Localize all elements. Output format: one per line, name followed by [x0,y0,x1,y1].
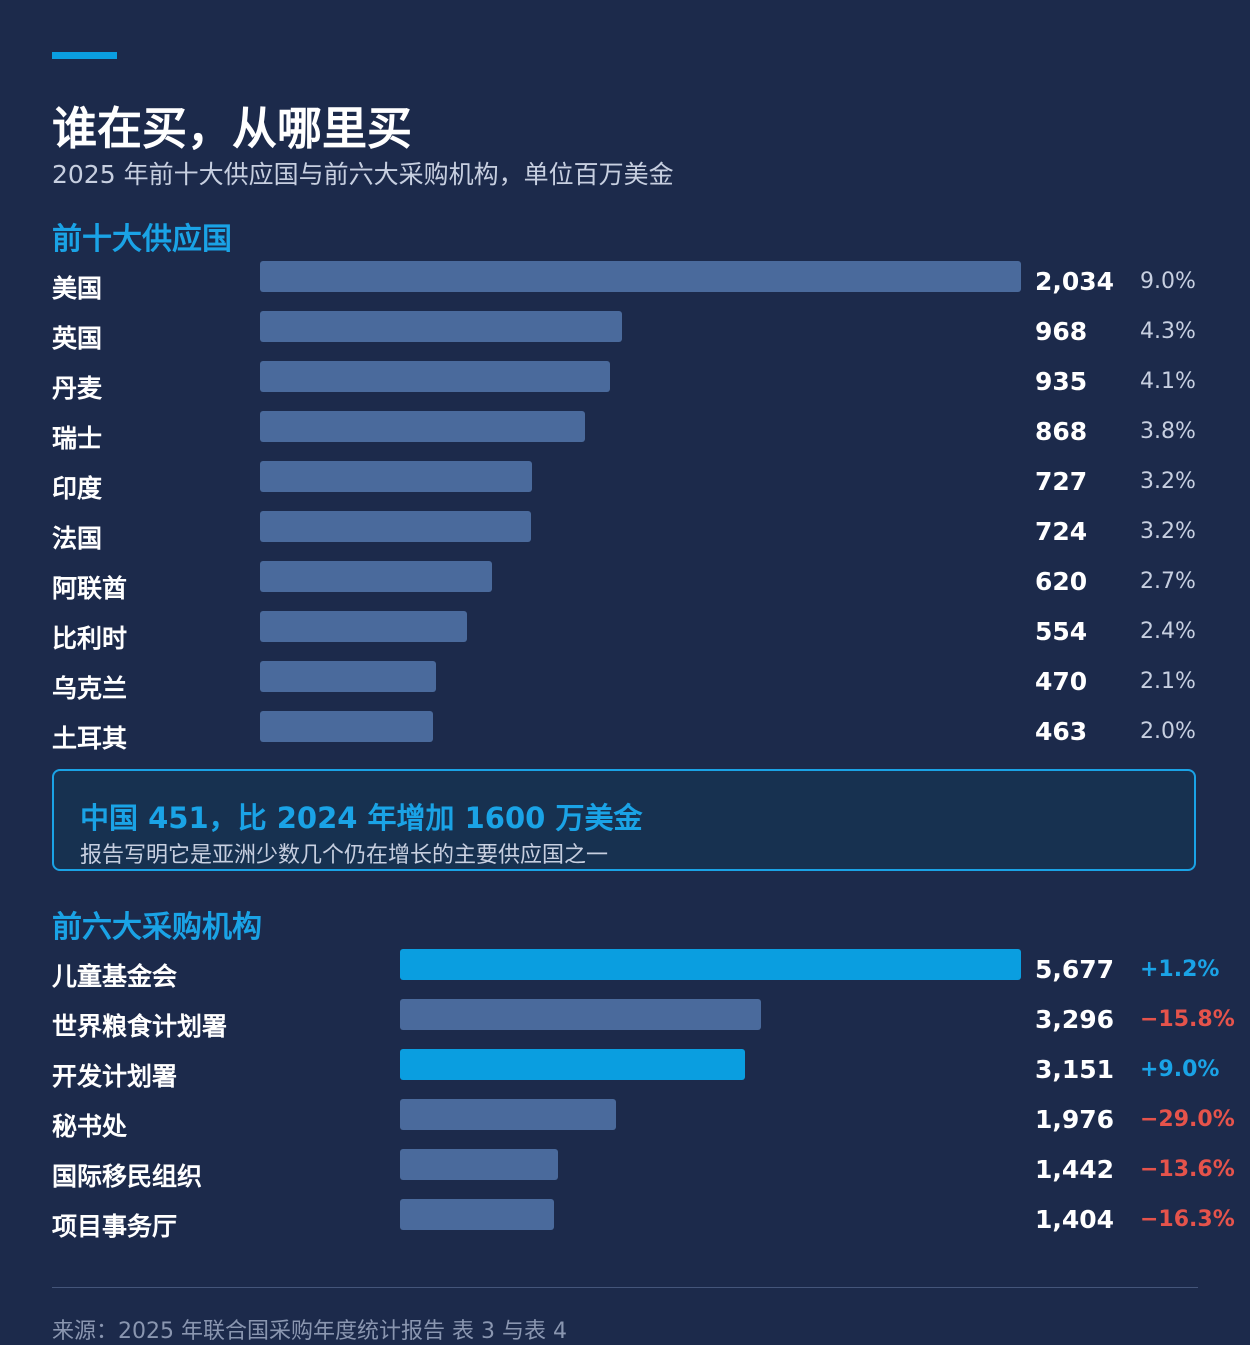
source-note: 来源：2025 年联合国采购年度统计报告 表 3 与表 4 [52,1319,567,1344]
value-label: 1,976 [1035,1105,1115,1134]
bar-row: 世界粮食计划署 3,296 −15.8% [0,999,1250,1049]
category-label: 项目事务厅 [52,1212,178,1241]
bar [260,261,1021,292]
share-label: 3.2% [1140,469,1196,494]
bar-row: 项目事务厅 1,404 −16.3% [0,1199,1250,1249]
value-label: 727 [1035,467,1088,496]
bar-row: 秘书处 1,976 −29.0% [0,1099,1250,1149]
value-label: 554 [1035,617,1088,646]
value-label: 620 [1035,567,1088,596]
accent-line [52,52,117,59]
value-label: 868 [1035,417,1088,446]
bar [260,661,436,692]
bar [260,361,610,392]
callout-body: 报告写明它是亚洲少数几个仍在增长的主要供应国之一 [80,843,609,868]
page-title: 谁在买，从哪里买 [52,102,413,155]
category-label: 国际移民组织 [52,1162,203,1191]
value-label: 968 [1035,317,1088,346]
change-label: −29.0% [1140,1107,1235,1132]
share-label: 2.7% [1140,569,1196,594]
category-label: 法国 [52,524,103,553]
agencies-chart-title: 前六大采购机构 [52,910,262,945]
bar-row: 法国 724 3.2% [0,511,1250,561]
category-label: 乌克兰 [52,674,128,703]
bar [260,511,531,542]
callout-headline: 中国 451，比 2024 年增加 1600 万美金 [80,801,643,835]
category-label: 瑞士 [52,424,103,453]
value-label: 2,034 [1035,267,1115,296]
bar [260,311,623,342]
category-label: 开发计划署 [52,1062,178,1091]
bar-row: 印度 727 3.2% [0,461,1250,511]
value-label: 3,151 [1035,1055,1115,1084]
share-label: 2.0% [1140,719,1196,744]
value-label: 724 [1035,517,1088,546]
category-label: 印度 [52,474,103,503]
value-label: 935 [1035,367,1088,396]
change-label: −15.8% [1140,1007,1235,1032]
change-label: −13.6% [1140,1157,1235,1182]
bar-row: 英国 968 4.3% [0,311,1250,361]
china-callout: 中国 451，比 2024 年增加 1600 万美金 报告写明它是亚洲少数几个仍… [52,769,1196,871]
bar-row: 瑞士 868 3.8% [0,411,1250,461]
bar [260,711,434,742]
change-label: +1.2% [1140,957,1220,982]
bar [260,561,492,592]
change-label: −16.3% [1140,1207,1235,1232]
value-label: 470 [1035,667,1088,696]
value-label: 1,442 [1035,1155,1115,1184]
bar-row: 乌克兰 470 2.1% [0,661,1250,711]
category-label: 土耳其 [52,724,128,753]
bar [400,1049,745,1080]
bar-row: 阿联酋 620 2.7% [0,561,1250,611]
value-label: 5,677 [1035,955,1115,984]
category-label: 美国 [52,274,103,303]
bar [400,1199,554,1230]
bar-row: 开发计划署 3,151 +9.0% [0,1049,1250,1099]
bar [260,611,468,642]
share-label: 3.2% [1140,519,1196,544]
category-label: 秘书处 [52,1112,128,1141]
share-label: 3.8% [1140,419,1196,444]
share-label: 2.1% [1140,669,1196,694]
bar-row: 美国 2,034 9.0% [0,261,1250,311]
suppliers-chart-title: 前十大供应国 [52,222,232,257]
change-label: +9.0% [1140,1057,1220,1082]
value-label: 3,296 [1035,1005,1115,1034]
share-label: 9.0% [1140,269,1196,294]
bar-row: 国际移民组织 1,442 −13.6% [0,1149,1250,1199]
bar [400,999,761,1030]
category-label: 英国 [52,324,103,353]
category-label: 丹麦 [52,374,103,403]
value-label: 1,404 [1035,1205,1115,1234]
value-label: 463 [1035,717,1088,746]
share-label: 4.3% [1140,319,1196,344]
bar [260,461,532,492]
page-subtitle: 2025 年前十大供应国与前六大采购机构，单位百万美金 [52,160,674,189]
category-label: 阿联酋 [52,574,128,603]
footer-divider [52,1287,1198,1288]
bar [400,1099,617,1130]
share-label: 4.1% [1140,369,1196,394]
bar-row: 比利时 554 2.4% [0,611,1250,661]
category-label: 儿童基金会 [52,962,178,991]
bar-row: 土耳其 463 2.0% [0,711,1250,761]
bar-row: 儿童基金会 5,677 +1.2% [0,949,1250,999]
bar [260,411,585,442]
bar-row: 丹麦 935 4.1% [0,361,1250,411]
bar [400,949,1021,980]
share-label: 2.4% [1140,619,1196,644]
bar [400,1149,558,1180]
category-label: 比利时 [52,624,128,653]
category-label: 世界粮食计划署 [52,1012,228,1041]
